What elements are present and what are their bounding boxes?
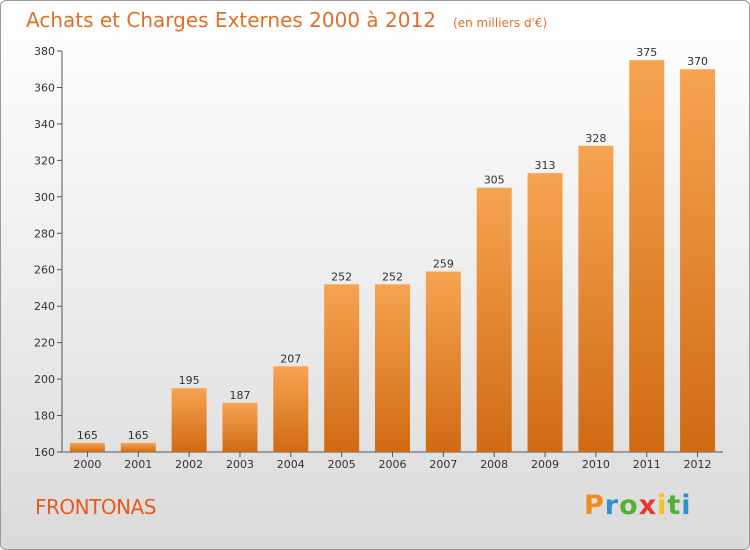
x-tick-label: 2008 bbox=[480, 458, 508, 471]
y-tick-label: 220 bbox=[34, 337, 55, 350]
x-tick-label: 2007 bbox=[429, 458, 457, 471]
bar bbox=[527, 173, 563, 452]
x-tick-label: 2011 bbox=[633, 458, 661, 471]
x-tick-label: 2012 bbox=[684, 458, 712, 471]
data-label: 305 bbox=[484, 174, 505, 187]
logo-letter: i bbox=[681, 490, 692, 521]
logo-letter: P bbox=[584, 490, 605, 521]
x-tick-label: 2004 bbox=[277, 458, 305, 471]
x-tick-label: 2002 bbox=[175, 458, 203, 471]
y-tick-label: 160 bbox=[34, 446, 55, 459]
data-label: 370 bbox=[687, 55, 708, 68]
bar bbox=[375, 284, 410, 452]
x-tick-label: 2006 bbox=[379, 458, 407, 471]
bar bbox=[120, 442, 156, 452]
place-name: FRONTONAS bbox=[35, 495, 156, 519]
data-label: 313 bbox=[535, 159, 556, 172]
data-label: 252 bbox=[331, 270, 352, 283]
x-axis-ticks: 2000 2001 2002 2003 2004 2005 2006 2007 2008 2009… bbox=[73, 452, 712, 471]
bar bbox=[578, 145, 614, 453]
y-tick-label: 280 bbox=[34, 227, 55, 240]
bars-group: 165 165 195 187 207 252 252 259 305 313 328 375 370 bbox=[69, 46, 716, 453]
y-tick-label: 340 bbox=[34, 118, 55, 131]
x-tick-label: 2005 bbox=[328, 458, 356, 471]
y-tick-label: 360 bbox=[34, 81, 55, 94]
x-tick-label: 2010 bbox=[582, 458, 610, 471]
x-tick-label: 2000 bbox=[73, 458, 101, 471]
logo-letter: t bbox=[667, 490, 682, 521]
data-label: 252 bbox=[382, 270, 403, 283]
y-tick-label: 380 bbox=[34, 45, 55, 58]
data-label: 259 bbox=[433, 258, 454, 271]
y-tick-label: 180 bbox=[34, 410, 55, 423]
logo-letter: x bbox=[638, 490, 658, 521]
data-label: 165 bbox=[128, 429, 149, 442]
logo-letter: o bbox=[619, 490, 639, 521]
bar bbox=[425, 271, 461, 452]
chart-title: Achats et Charges Externes 2000 à 2012 bbox=[26, 8, 436, 32]
bar bbox=[171, 388, 207, 452]
data-label: 195 bbox=[179, 374, 200, 387]
x-tick-label: 2001 bbox=[124, 458, 152, 471]
x-tick-label: 2009 bbox=[531, 458, 559, 471]
data-label: 328 bbox=[585, 132, 606, 145]
bar bbox=[69, 442, 105, 452]
y-tick-label: 320 bbox=[34, 154, 55, 167]
y-tick-label: 200 bbox=[34, 373, 55, 386]
y-axis-ticks: 160 180 200 220 240 260 280 300 320 340 360 380 bbox=[34, 45, 62, 459]
y-tick-label: 300 bbox=[34, 191, 55, 204]
chart-subtitle: (en milliers d'€) bbox=[453, 16, 548, 30]
bar bbox=[222, 402, 258, 452]
y-tick-label: 260 bbox=[34, 264, 55, 277]
bar bbox=[629, 60, 665, 452]
data-label: 165 bbox=[77, 429, 98, 442]
data-label: 187 bbox=[229, 389, 250, 402]
x-tick-label: 2003 bbox=[226, 458, 254, 471]
data-label: 207 bbox=[280, 352, 301, 365]
bar bbox=[680, 69, 716, 453]
logo-letter: i bbox=[657, 490, 668, 521]
logo-letter: r bbox=[604, 490, 620, 521]
proxiti-logo: Proxiti bbox=[584, 490, 692, 521]
bar bbox=[476, 187, 512, 453]
bar bbox=[324, 284, 360, 452]
y-tick-label: 240 bbox=[34, 300, 55, 313]
data-label: 375 bbox=[636, 46, 657, 59]
title-row: Achats et Charges Externes 2000 à 2012 (… bbox=[26, 8, 547, 32]
bar bbox=[273, 366, 309, 452]
